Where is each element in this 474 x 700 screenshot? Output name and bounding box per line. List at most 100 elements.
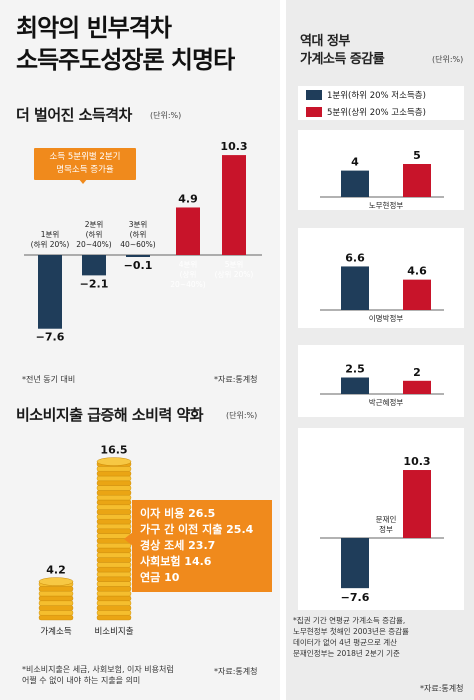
chart2-value-label: 16.5 <box>100 444 127 457</box>
chart1-category-label: 40~60%) <box>120 240 155 249</box>
coin <box>96 595 132 602</box>
chart1-value-label: −7.6 <box>36 331 65 344</box>
chart3-category-label: 노무현정부 <box>369 200 404 210</box>
coin <box>96 547 132 554</box>
chart3-note-line1: *집권 기간 연평균 가계소득 증감률, <box>293 616 406 625</box>
chart3-category-label: 이명박정부 <box>369 313 404 323</box>
coin <box>38 614 74 621</box>
chart3-panel <box>298 228 464 328</box>
chart1-value-label: −0.1 <box>124 259 153 272</box>
chart3-category-label: 문재인 <box>376 514 397 524</box>
breakdown-item: 가구 간 이전 지출 25.4 <box>140 523 254 536</box>
coin <box>96 485 132 491</box>
chart3-panel <box>298 428 464 610</box>
coin <box>96 566 132 573</box>
coin <box>96 571 132 578</box>
coin <box>96 504 132 510</box>
breakdown-item: 연금 10 <box>140 571 180 584</box>
coin <box>96 581 132 587</box>
coin <box>38 595 74 602</box>
coin <box>96 514 132 520</box>
chart3-panel <box>298 345 464 417</box>
chart3-legend: 1분위(하위 20% 저소득층) 5분위(상위 20% 고소득층) <box>298 86 464 120</box>
breakdown-pointer <box>124 532 133 546</box>
coin <box>96 518 132 525</box>
chart1-category-label: 1분위 <box>41 230 60 239</box>
coin <box>96 480 132 486</box>
legend-swatch-red <box>306 106 322 117</box>
coin <box>96 466 132 472</box>
chart1-category-label: 3분위 <box>129 220 148 229</box>
chart3-title-line2: 가계소득 증감률 <box>300 52 385 67</box>
chart1-category-label: 4분위 <box>179 260 198 269</box>
chart2-value-label: 4.2 <box>46 564 66 577</box>
chart1-category-label: 20~40%) <box>76 240 111 249</box>
chart2-svg: 4.2 가계소득 16.5 비소비지출 <box>38 444 134 637</box>
chart3-footnote: *집권 기간 연평균 가계소득 증감률, 노무현정부 첫해인 2003년은 증감… <box>293 615 469 659</box>
breakdown-item: 사회보험 14.6 <box>140 555 212 568</box>
coin <box>96 610 132 616</box>
chart2-title: 비소비지출 급증해 소비력 약화 <box>16 406 204 424</box>
chart2-note-line1: *비소비지출은 세금, 사회보험, 이자 비용처럼 <box>22 665 174 674</box>
coin <box>96 552 132 558</box>
chart1-title: 더 벌어진 소득격차 <box>16 106 132 124</box>
chart3-value-label: 5 <box>413 149 421 162</box>
chart1-value-label: −2.1 <box>80 277 109 290</box>
coin <box>38 586 74 592</box>
chart1-bar <box>126 255 150 257</box>
chart1-value-label: 4.9 <box>178 192 198 205</box>
chart3-bar <box>403 380 431 394</box>
chart1-bar <box>176 207 200 255</box>
chart3-value-label: 2 <box>413 366 421 379</box>
headline-line2: 소득주도성장론 치명타 <box>16 46 235 74</box>
chart1-category-label: 20~40%) <box>170 280 205 289</box>
coin <box>96 509 132 515</box>
chart2-note: *비소비지출은 세금, 사회보험, 이자 비용처럼 어쩔 수 없이 내야 하는 … <box>22 664 174 686</box>
coin <box>96 586 132 592</box>
chart3-value-label: 10.3 <box>403 455 430 468</box>
chart1-callout: 소득 5분위별 2분기 명목소득 증가율 <box>34 148 136 180</box>
chart2-category-label: 비소비지출 <box>94 626 133 637</box>
coin-stack <box>38 581 74 621</box>
chart1-bar <box>38 255 62 329</box>
coin-top <box>38 577 74 586</box>
coin <box>96 475 132 482</box>
chart1-bar <box>82 255 106 276</box>
chart3-bar <box>341 377 369 394</box>
breakdown-item: 경상 조세 23.7 <box>140 539 216 552</box>
chart3-source: *자료:통계청 <box>420 684 464 693</box>
chart1-source: *자료:통계청 <box>214 375 258 384</box>
coin <box>96 499 132 506</box>
coin <box>38 605 74 611</box>
coin <box>38 610 74 616</box>
coin <box>96 562 132 568</box>
coin <box>96 471 132 477</box>
coin-top <box>96 457 132 466</box>
legend-item-q1: 1분위(하위 20% 저소득층) <box>298 86 464 103</box>
coin <box>96 557 132 563</box>
chart2-source: *자료:통계청 <box>214 667 258 676</box>
chart1-category-label: (상위 <box>180 269 197 279</box>
headline-line1: 최악의 빈부격차 <box>16 14 172 42</box>
chart3-category-label: 정부 <box>379 524 393 534</box>
chart3-bar <box>403 470 431 538</box>
coin <box>96 490 132 496</box>
chart3-category-label: 박근혜정부 <box>369 397 404 407</box>
chart3-bar <box>341 266 369 310</box>
chart3-note-line3: 데이터가 없어 4년 평균으로 계산 <box>293 638 398 647</box>
coin <box>96 600 132 606</box>
chart3-unit: (단위:%) <box>432 55 464 64</box>
chart3-bar <box>341 170 369 197</box>
chart1-callout-arrow <box>78 178 88 184</box>
chart3-value-label: 2.5 <box>345 363 365 376</box>
chart3-panel <box>298 130 464 210</box>
chart3-value-label: 4.6 <box>407 265 427 278</box>
chart3-value-label: 6.6 <box>345 251 365 264</box>
legend-item-q5: 5분위(상위 20% 고소득층) <box>298 103 464 120</box>
coin <box>96 614 132 621</box>
coin <box>38 600 74 606</box>
chart3-bar <box>341 538 369 589</box>
chart1-callout-line2: 명목소득 증가율 <box>56 165 114 175</box>
chart3-svg: 4 5 노무현정부 6.6 4.6 이명박정부 2.5 2 박근혜정부 −7.6 10.3 문재인정부 <box>298 130 464 610</box>
